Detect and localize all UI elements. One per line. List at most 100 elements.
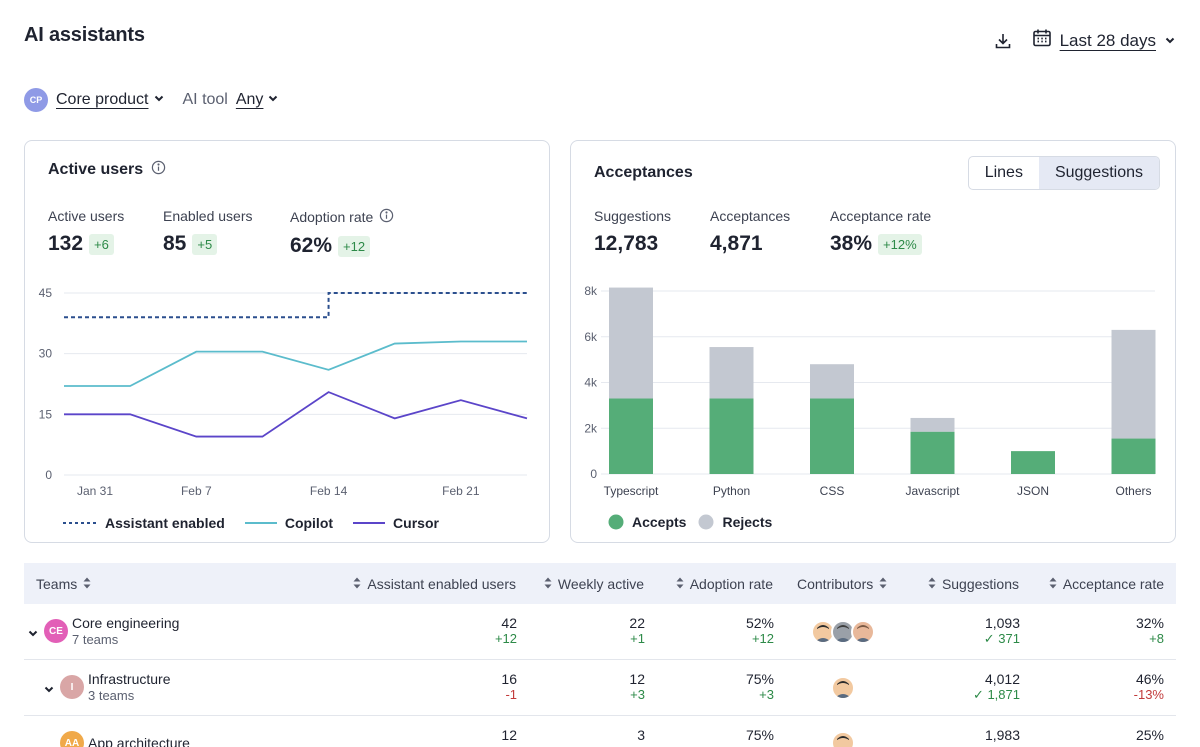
suggestions-cell: 1,983 — [985, 727, 1020, 743]
check-icon: ✓ — [983, 631, 999, 646]
team-name[interactable]: Infrastructure — [88, 671, 171, 687]
enabled-users-cell: 42 +12 — [495, 615, 517, 647]
column-header-label: Assistant enabled users — [367, 575, 516, 592]
y-tick-label: 4k — [584, 376, 598, 390]
acceptances-card: Acceptances Lines Suggestions Suggestion… — [570, 140, 1176, 543]
acceptances-stats: Suggestions 12,783 Acceptances 4,871 Acc… — [594, 208, 931, 256]
cell-value: 22 — [629, 615, 645, 631]
project-dropdown-label: Core product — [56, 91, 149, 108]
chevron-down-icon — [1164, 31, 1176, 51]
sort-icon[interactable] — [928, 576, 936, 592]
date-range-label: Last 28 days — [1059, 30, 1156, 50]
info-icon[interactable] — [379, 208, 394, 226]
team-name[interactable]: App architecture — [88, 734, 190, 747]
legend-item-copilot[interactable]: Copilot — [244, 515, 333, 531]
date-range-picker[interactable]: Last 28 days — [1032, 28, 1176, 53]
sort-icon[interactable] — [353, 576, 361, 592]
table-row[interactable]: AA App architecture 12 3 75% 1,983 25% — [24, 716, 1176, 747]
cell-value: 46% — [1135, 671, 1164, 687]
expand-chevron-icon[interactable] — [27, 626, 39, 642]
column-header-acceptance-rate[interactable]: Acceptance rate — [1049, 576, 1164, 592]
table-body: CE Core engineering 7 teams 42 +12 22 +1 52% +12… — [24, 604, 1176, 747]
teams-table: Teams Assistant enabled users Weekly activ… — [24, 563, 1176, 747]
active-users-line-chart: 0 15 30 45 Jan 31 Feb 7 Feb 14 Feb 21 — [39, 286, 528, 498]
bar-accepts-json — [1011, 451, 1055, 474]
bar-accepts-python — [709, 398, 754, 474]
legend-label: Accepts — [632, 514, 687, 530]
sort-icon[interactable] — [676, 576, 684, 592]
column-header-label: Acceptance rate — [1062, 575, 1164, 592]
bar-accepts-css — [810, 398, 854, 474]
y-tick-label: 0 — [45, 468, 52, 482]
info-icon[interactable] — [151, 160, 166, 180]
contributor-avatar[interactable] — [811, 620, 835, 644]
active-users-stats: Active users 132 +6 Enabled users 85 +5 Ad… — [48, 208, 394, 258]
adoption-rate-cell: 52% +12 — [746, 615, 774, 647]
delta-badge: +12% — [878, 233, 922, 255]
legend-item-assistant-enabled[interactable]: Assistant enabled — [63, 515, 225, 531]
cell-delta: -1 — [505, 687, 517, 702]
sort-icon[interactable] — [879, 576, 887, 592]
weekly-active-cell: 3 — [637, 727, 645, 743]
column-header-suggestions[interactable]: Suggestions — [928, 576, 1019, 592]
suggestions-cell: 1,093 ✓ 371 — [984, 615, 1020, 647]
toggle-lines[interactable]: Lines — [984, 164, 1023, 181]
contributor-avatar[interactable] — [851, 620, 875, 644]
stat-label: Acceptance rate — [830, 208, 932, 224]
legend-item-accepts[interactable]: Accepts — [608, 514, 686, 530]
legend-item-rejects[interactable]: Rejects — [698, 514, 772, 530]
stat-enabled-users: Enabled users 85 +5 — [163, 208, 290, 258]
sort-icon[interactable] — [544, 576, 552, 592]
expand-chevron-icon[interactable] — [43, 682, 55, 698]
table-row[interactable]: CE Core engineering 7 teams 42 +12 22 +1 52% +12… — [24, 604, 1176, 660]
project-dropdown[interactable]: Core product — [56, 91, 165, 109]
y-tick-label: 0 — [590, 467, 597, 481]
column-header-contributors[interactable]: Contributors — [797, 576, 887, 592]
enabled-users-cell: 16 -1 — [501, 671, 517, 703]
column-header-weekly-active[interactable]: Weekly active — [544, 576, 644, 592]
download-icon[interactable] — [992, 30, 1014, 52]
cell-value: 52% — [745, 615, 774, 631]
stat-label: Suggestions — [594, 208, 672, 224]
series-line-assistant-enabled — [64, 292, 527, 319]
cell-value: 75% — [745, 671, 774, 687]
stat-label: Acceptances — [710, 208, 791, 224]
bar-accepts-typescript — [609, 398, 653, 474]
calendar-icon — [1032, 28, 1052, 53]
acceptances-title: Acceptances — [594, 164, 693, 181]
sort-icon[interactable] — [1049, 576, 1057, 592]
column-header-teams[interactable]: Teams — [36, 576, 91, 592]
column-header-adoption-rate[interactable]: Adoption rate — [676, 576, 773, 592]
ai-tool-dropdown[interactable]: Any — [236, 91, 280, 109]
contributor-avatar[interactable] — [831, 676, 855, 700]
page-title: AI assistants — [24, 24, 145, 46]
accepted-count-value: 1,871 — [987, 687, 1020, 702]
cell-delta: +8 — [1149, 631, 1164, 646]
cell-value: 4,012 — [984, 671, 1020, 687]
legend-item-cursor[interactable]: Cursor — [353, 515, 439, 531]
sort-icon[interactable] — [83, 576, 91, 592]
bar-accepts-others — [1111, 438, 1156, 474]
acceptances-bar-chart: 0 2k 4k 6k 8k Typescript Python CSS Javascript JS… — [584, 284, 1156, 498]
team-name[interactable]: Core engineering — [72, 615, 180, 631]
table-row[interactable]: I Infrastructure 3 teams 16 -1 12 +3 75% +3 4,012… — [24, 660, 1176, 716]
ai-tool-dropdown-label: Any — [235, 91, 264, 108]
column-header-assistant-enabled-users[interactable]: Assistant enabled users — [353, 576, 516, 592]
stat-active-users: Active users 132 +6 — [48, 208, 163, 258]
x-tick-label: Javascript — [905, 484, 960, 498]
column-header-label: Contributors — [797, 575, 874, 592]
contributor-avatar[interactable] — [831, 731, 855, 747]
toggle-suggestions[interactable]: Suggestions — [1038, 157, 1159, 189]
series-line-copilot — [64, 340, 527, 387]
contributors-cell — [811, 620, 875, 644]
accepted-count-value: 371 — [998, 631, 1020, 646]
contributor-avatar[interactable] — [831, 620, 855, 644]
cell-value: 3 — [637, 727, 645, 743]
x-tick-label: CSS — [820, 484, 845, 498]
bar-rejects-others — [1111, 329, 1156, 439]
cell-value: 75% — [745, 727, 774, 743]
cell-delta: +12 — [751, 631, 774, 646]
cell-value: 12 — [629, 671, 645, 687]
team-cell: I Infrastructure 3 teams — [60, 671, 170, 703]
stat-value: 132 — [48, 232, 84, 255]
